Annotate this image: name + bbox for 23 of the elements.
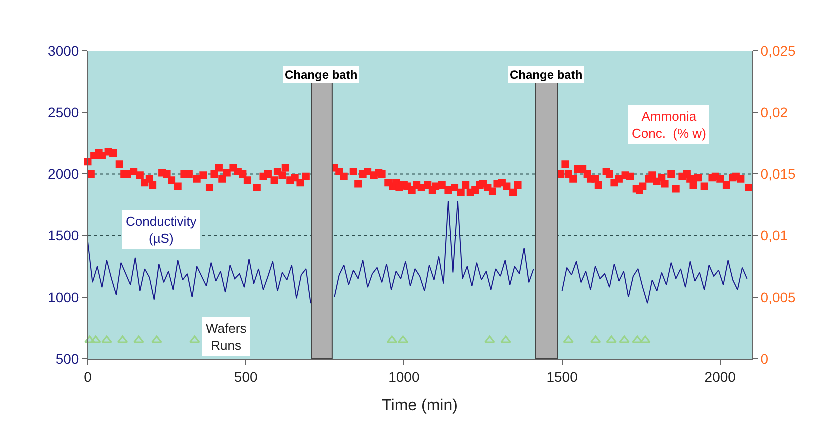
band-label: Change bath xyxy=(285,68,358,82)
y2-tick-label: 0,01 xyxy=(760,228,788,244)
series-label: Wafers Runs xyxy=(206,321,248,353)
y2-tick-label: 0,015 xyxy=(760,166,796,182)
y2-tick-label: 0,02 xyxy=(760,104,788,120)
x-axis-title: Time (min) xyxy=(382,398,458,414)
text: Ammonia Conc. (% w) xyxy=(632,109,706,141)
x-tick-label: 0 xyxy=(84,368,92,385)
x-tick-label: 1000 xyxy=(388,368,420,385)
band-label: Change bath xyxy=(510,68,583,82)
series-label: Conductivity (µS) xyxy=(126,214,198,246)
y-tick-label: 500 xyxy=(56,350,80,367)
x-tick-label: 500 xyxy=(234,368,258,385)
y-tick-label: 2500 xyxy=(48,104,80,120)
y2-tick-label: 0,025 xyxy=(760,42,796,59)
x-tick-label: 2000 xyxy=(704,368,736,385)
y-tick-label: 1000 xyxy=(48,289,80,306)
y2-tick-label: 0,005 xyxy=(760,289,796,306)
y-tick-label: 2000 xyxy=(48,166,80,182)
x-tick-label: 1500 xyxy=(546,368,578,385)
y-tick-label: 1500 xyxy=(48,228,80,244)
y-tick-label: 3000 xyxy=(48,42,80,59)
y2-tick-label: 0 xyxy=(760,350,769,367)
